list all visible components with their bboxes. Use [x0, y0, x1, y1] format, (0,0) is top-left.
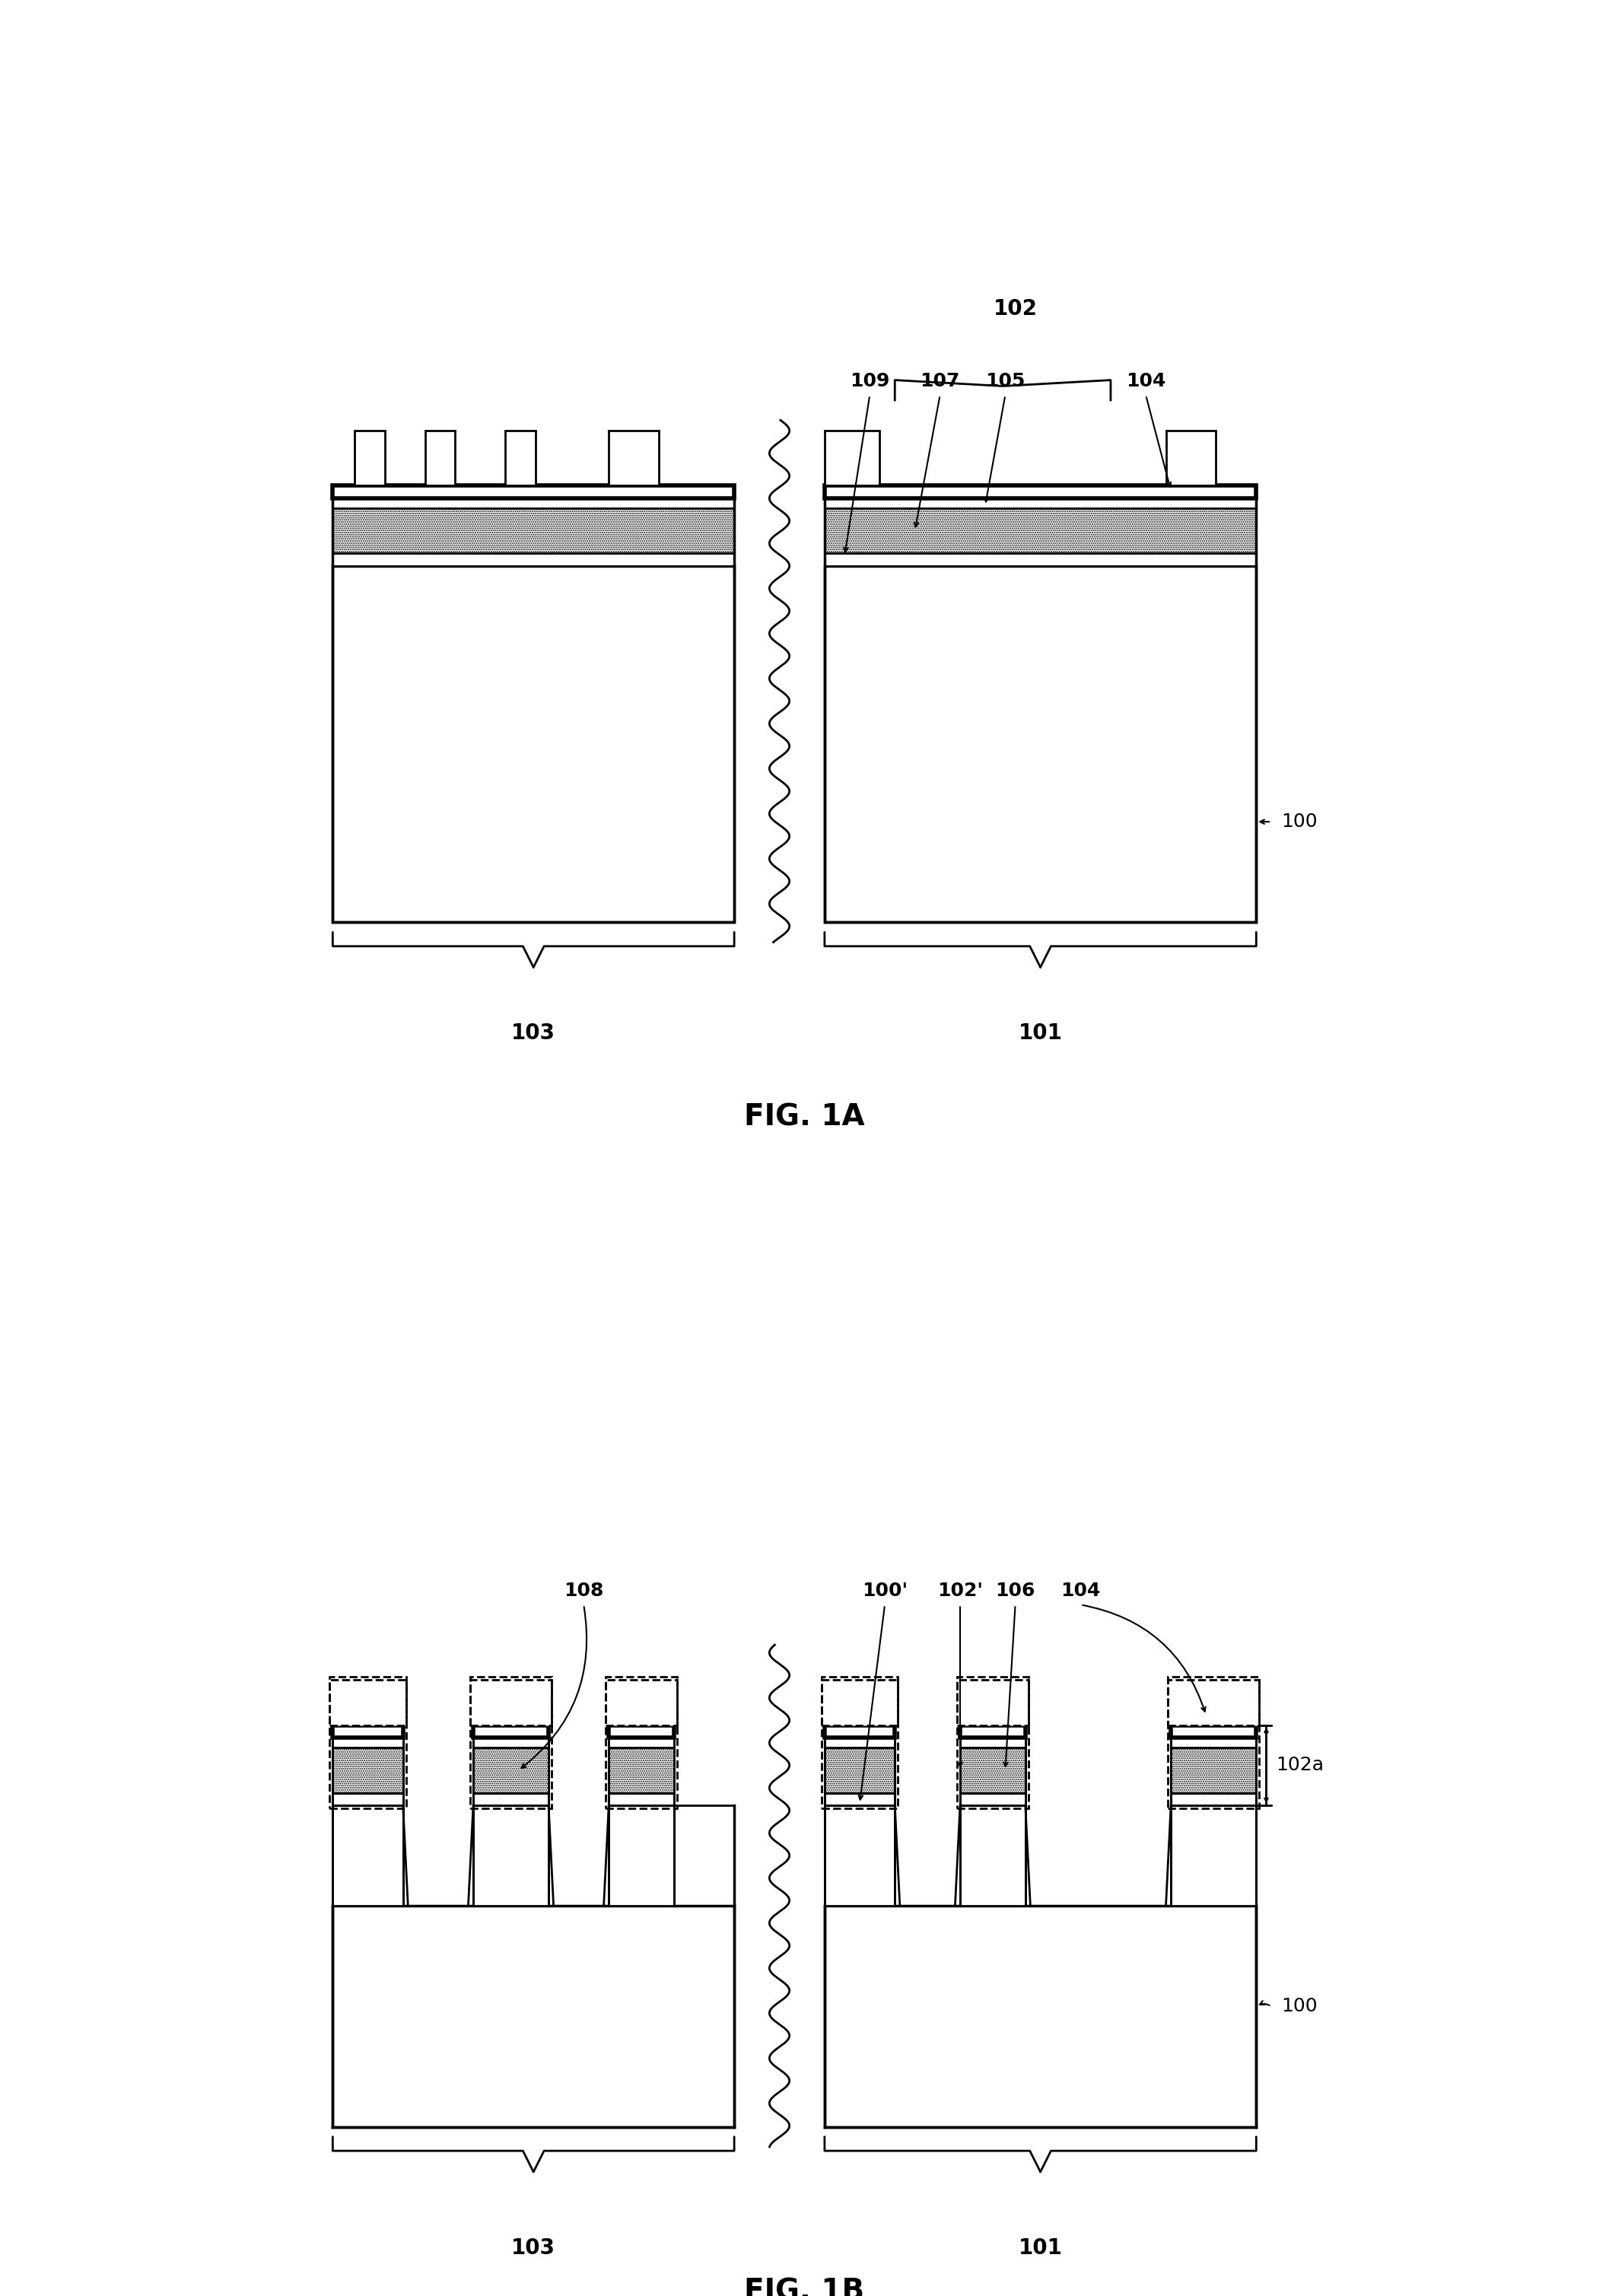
Bar: [333, 565, 734, 923]
Text: 100: 100: [1281, 1998, 1318, 2016]
Bar: [473, 1805, 549, 1906]
Text: 100': 100': [862, 1582, 907, 1600]
Bar: [333, 1724, 402, 1738]
Bar: [425, 429, 455, 484]
Bar: [608, 1724, 674, 1805]
Bar: [961, 1724, 1025, 1738]
Text: 104: 104: [1060, 1582, 1101, 1600]
Bar: [1171, 1738, 1257, 1747]
Bar: [473, 1738, 549, 1747]
Bar: [824, 1738, 895, 1747]
Bar: [961, 1724, 1025, 1805]
Bar: [473, 1747, 549, 1793]
Bar: [824, 1805, 895, 1906]
Bar: [605, 1676, 677, 1809]
Bar: [333, 1805, 402, 1906]
Bar: [957, 1681, 1028, 1724]
Bar: [824, 429, 880, 484]
Text: FIG. 1B: FIG. 1B: [745, 2278, 864, 2296]
Bar: [608, 1793, 674, 1805]
Bar: [961, 1747, 1025, 1793]
Bar: [608, 1747, 674, 1793]
Bar: [470, 1681, 552, 1724]
Bar: [1171, 1724, 1257, 1805]
Bar: [333, 1724, 402, 1805]
Text: 104: 104: [1126, 372, 1165, 390]
Bar: [957, 1676, 1028, 1809]
Bar: [473, 1724, 549, 1738]
Bar: [961, 1793, 1025, 1805]
Bar: [1171, 1724, 1257, 1738]
Bar: [824, 565, 1257, 923]
Bar: [356, 429, 385, 484]
Text: 102: 102: [993, 298, 1038, 319]
Text: 102': 102': [938, 1582, 983, 1600]
Text: FIG. 1A: FIG. 1A: [743, 1102, 866, 1132]
Text: 100: 100: [1281, 813, 1318, 831]
Bar: [822, 1681, 898, 1724]
Bar: [505, 429, 536, 484]
Text: 101: 101: [1018, 2236, 1062, 2259]
Bar: [1168, 1676, 1260, 1809]
Bar: [333, 484, 734, 923]
Bar: [824, 1747, 895, 1793]
Bar: [333, 507, 734, 553]
Text: 109: 109: [850, 372, 890, 390]
Bar: [333, 1906, 734, 2126]
Bar: [824, 1724, 895, 1738]
Text: 102a: 102a: [1276, 1756, 1324, 1775]
Text: 105: 105: [985, 372, 1025, 390]
Bar: [605, 1681, 677, 1724]
Text: 107: 107: [920, 372, 961, 390]
Bar: [1168, 1681, 1260, 1724]
Bar: [330, 1676, 405, 1809]
Text: 103: 103: [512, 2236, 555, 2259]
Bar: [822, 1676, 898, 1809]
Bar: [824, 507, 1257, 553]
Bar: [473, 1724, 549, 1805]
Bar: [333, 1793, 402, 1805]
Bar: [608, 1724, 674, 1738]
Bar: [1167, 429, 1216, 484]
Text: 101: 101: [1018, 1022, 1062, 1045]
Bar: [824, 1906, 1257, 2126]
Text: 106: 106: [996, 1582, 1035, 1600]
Bar: [333, 553, 734, 565]
Text: 108: 108: [563, 1582, 603, 1600]
Bar: [1171, 1747, 1257, 1793]
Bar: [1171, 1793, 1257, 1805]
Bar: [824, 484, 1257, 923]
Bar: [470, 1676, 552, 1809]
Bar: [333, 1747, 402, 1793]
Bar: [333, 484, 734, 498]
Bar: [824, 553, 1257, 565]
Text: 103: 103: [512, 1022, 555, 1045]
Bar: [333, 1738, 402, 1747]
Bar: [961, 1738, 1025, 1747]
Bar: [1171, 1805, 1257, 1906]
Bar: [608, 429, 660, 484]
Bar: [824, 484, 1257, 498]
Bar: [961, 1805, 1025, 1906]
Bar: [333, 498, 734, 507]
Bar: [824, 1724, 895, 1805]
Bar: [824, 1793, 895, 1805]
Bar: [824, 498, 1257, 507]
Bar: [608, 1738, 674, 1747]
Bar: [608, 1805, 674, 1906]
Bar: [473, 1793, 549, 1805]
Bar: [330, 1681, 405, 1724]
